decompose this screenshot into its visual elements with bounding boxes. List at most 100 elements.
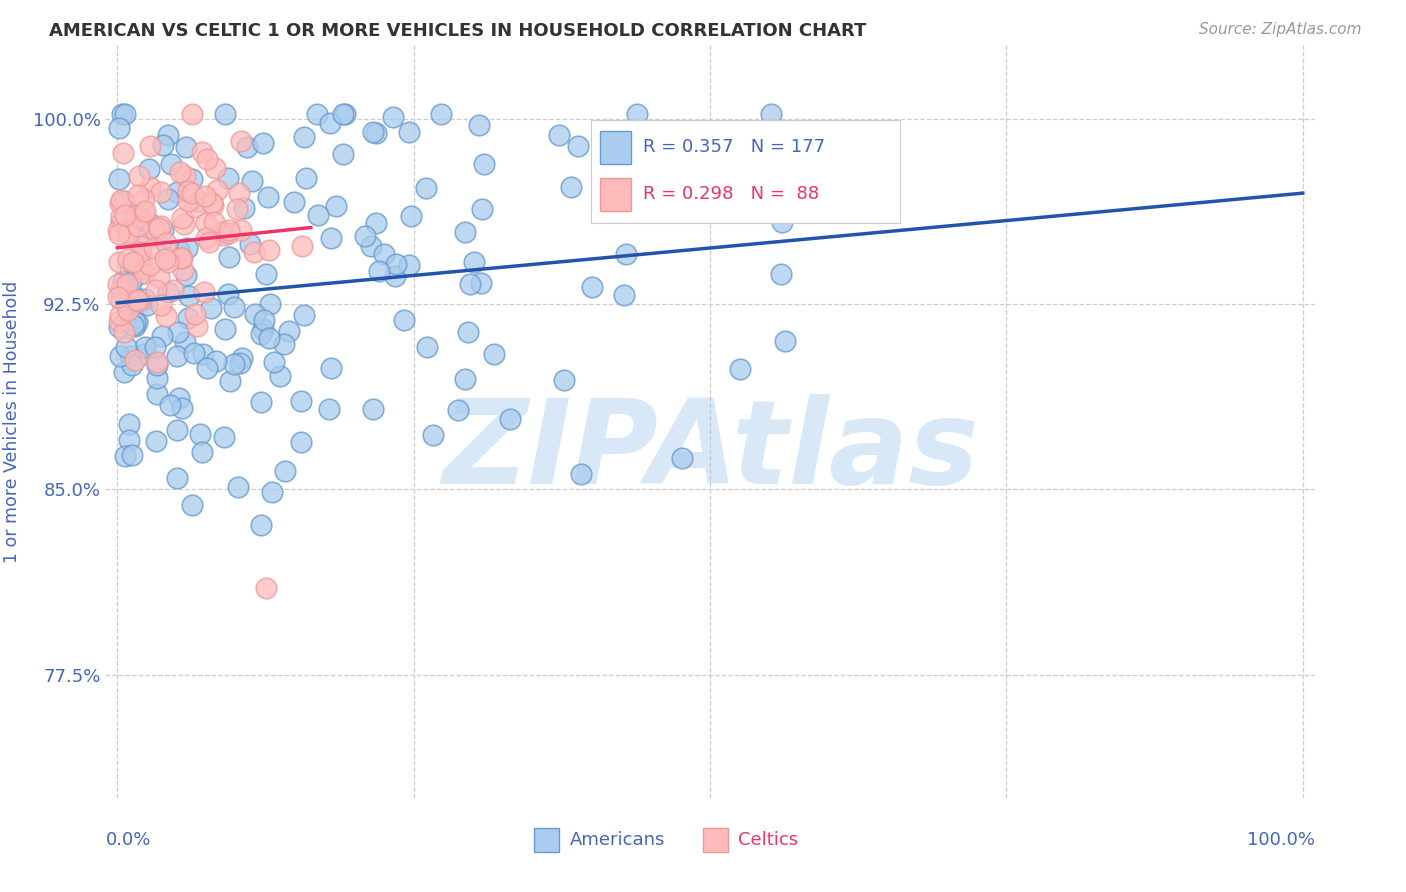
Point bbox=[384, 268, 406, 283]
Point bbox=[202, 215, 225, 229]
Text: 100.0%: 100.0% bbox=[1247, 831, 1315, 849]
Point bbox=[243, 307, 266, 321]
Point bbox=[184, 307, 207, 321]
Point bbox=[134, 292, 156, 306]
Point bbox=[307, 208, 329, 222]
Point bbox=[150, 185, 173, 199]
Point bbox=[166, 349, 188, 363]
Point bbox=[121, 255, 143, 269]
Point bbox=[122, 255, 145, 269]
Point bbox=[124, 318, 146, 333]
Point bbox=[117, 303, 139, 318]
Point bbox=[110, 196, 132, 211]
Point bbox=[204, 354, 226, 368]
Point bbox=[117, 225, 139, 239]
Bar bbox=[534, 828, 560, 852]
Point bbox=[283, 195, 305, 210]
Point bbox=[181, 107, 204, 121]
Point bbox=[156, 128, 179, 143]
Point bbox=[177, 185, 200, 199]
Point bbox=[127, 219, 149, 233]
Point bbox=[250, 394, 273, 409]
Point bbox=[274, 464, 297, 478]
Point bbox=[332, 107, 354, 121]
Point bbox=[214, 322, 236, 336]
Point bbox=[148, 270, 170, 285]
Point bbox=[364, 126, 387, 140]
Point bbox=[157, 192, 180, 206]
Point bbox=[218, 286, 240, 301]
Point bbox=[120, 275, 142, 289]
Point bbox=[150, 298, 173, 312]
Point bbox=[110, 209, 132, 223]
Point bbox=[169, 165, 191, 179]
Point bbox=[240, 174, 263, 188]
Point bbox=[454, 225, 477, 239]
Point bbox=[394, 313, 416, 327]
Point bbox=[204, 161, 226, 176]
Point bbox=[112, 325, 135, 339]
Point bbox=[463, 255, 485, 269]
Point bbox=[108, 350, 131, 364]
Point bbox=[259, 297, 281, 311]
Point bbox=[118, 433, 141, 447]
Point bbox=[233, 201, 256, 215]
Point bbox=[471, 202, 494, 216]
Point bbox=[364, 216, 387, 230]
Point bbox=[218, 226, 240, 240]
Point bbox=[111, 145, 134, 160]
Point bbox=[107, 290, 129, 304]
Point bbox=[110, 293, 132, 307]
Point bbox=[257, 244, 280, 258]
Point bbox=[132, 206, 155, 220]
Bar bbox=[703, 828, 728, 852]
Text: R = 0.298   N =  88: R = 0.298 N = 88 bbox=[643, 186, 820, 203]
Point bbox=[181, 171, 204, 186]
Point bbox=[155, 235, 177, 250]
Point bbox=[122, 288, 145, 302]
Point bbox=[482, 347, 505, 361]
Point bbox=[416, 340, 439, 354]
Point bbox=[110, 214, 132, 228]
Point bbox=[115, 277, 138, 291]
Point bbox=[114, 208, 136, 222]
Point bbox=[200, 301, 222, 315]
Point bbox=[127, 187, 149, 202]
Point bbox=[166, 471, 188, 485]
Point bbox=[125, 257, 148, 271]
Point bbox=[110, 284, 132, 298]
Point bbox=[145, 434, 167, 448]
Point bbox=[143, 340, 166, 354]
Point bbox=[117, 282, 139, 296]
Point bbox=[156, 250, 179, 264]
Point bbox=[194, 189, 217, 203]
Text: AMERICAN VS CELTIC 1 OR MORE VEHICLES IN HOUSEHOLD CORRELATION CHART: AMERICAN VS CELTIC 1 OR MORE VEHICLES IN… bbox=[49, 22, 866, 40]
Point bbox=[129, 252, 152, 267]
Point bbox=[269, 368, 291, 383]
Point bbox=[360, 238, 382, 252]
Point bbox=[150, 219, 173, 234]
Point bbox=[174, 140, 197, 154]
Point bbox=[295, 170, 318, 185]
Point bbox=[146, 355, 169, 369]
Point bbox=[184, 200, 207, 214]
Point bbox=[254, 582, 277, 596]
Point bbox=[253, 312, 276, 326]
Point bbox=[197, 235, 219, 250]
Point bbox=[470, 276, 492, 290]
Point bbox=[136, 298, 159, 312]
Point bbox=[728, 361, 751, 376]
Point bbox=[193, 285, 215, 299]
Point bbox=[368, 264, 391, 278]
Point bbox=[194, 231, 217, 245]
Point bbox=[614, 247, 637, 261]
Point bbox=[159, 398, 181, 412]
Point bbox=[122, 318, 145, 332]
Point bbox=[447, 403, 470, 417]
Point bbox=[174, 334, 197, 349]
Point bbox=[118, 349, 141, 363]
Point bbox=[134, 347, 156, 361]
Point bbox=[212, 430, 235, 444]
Point bbox=[252, 136, 274, 150]
Point bbox=[115, 340, 138, 354]
